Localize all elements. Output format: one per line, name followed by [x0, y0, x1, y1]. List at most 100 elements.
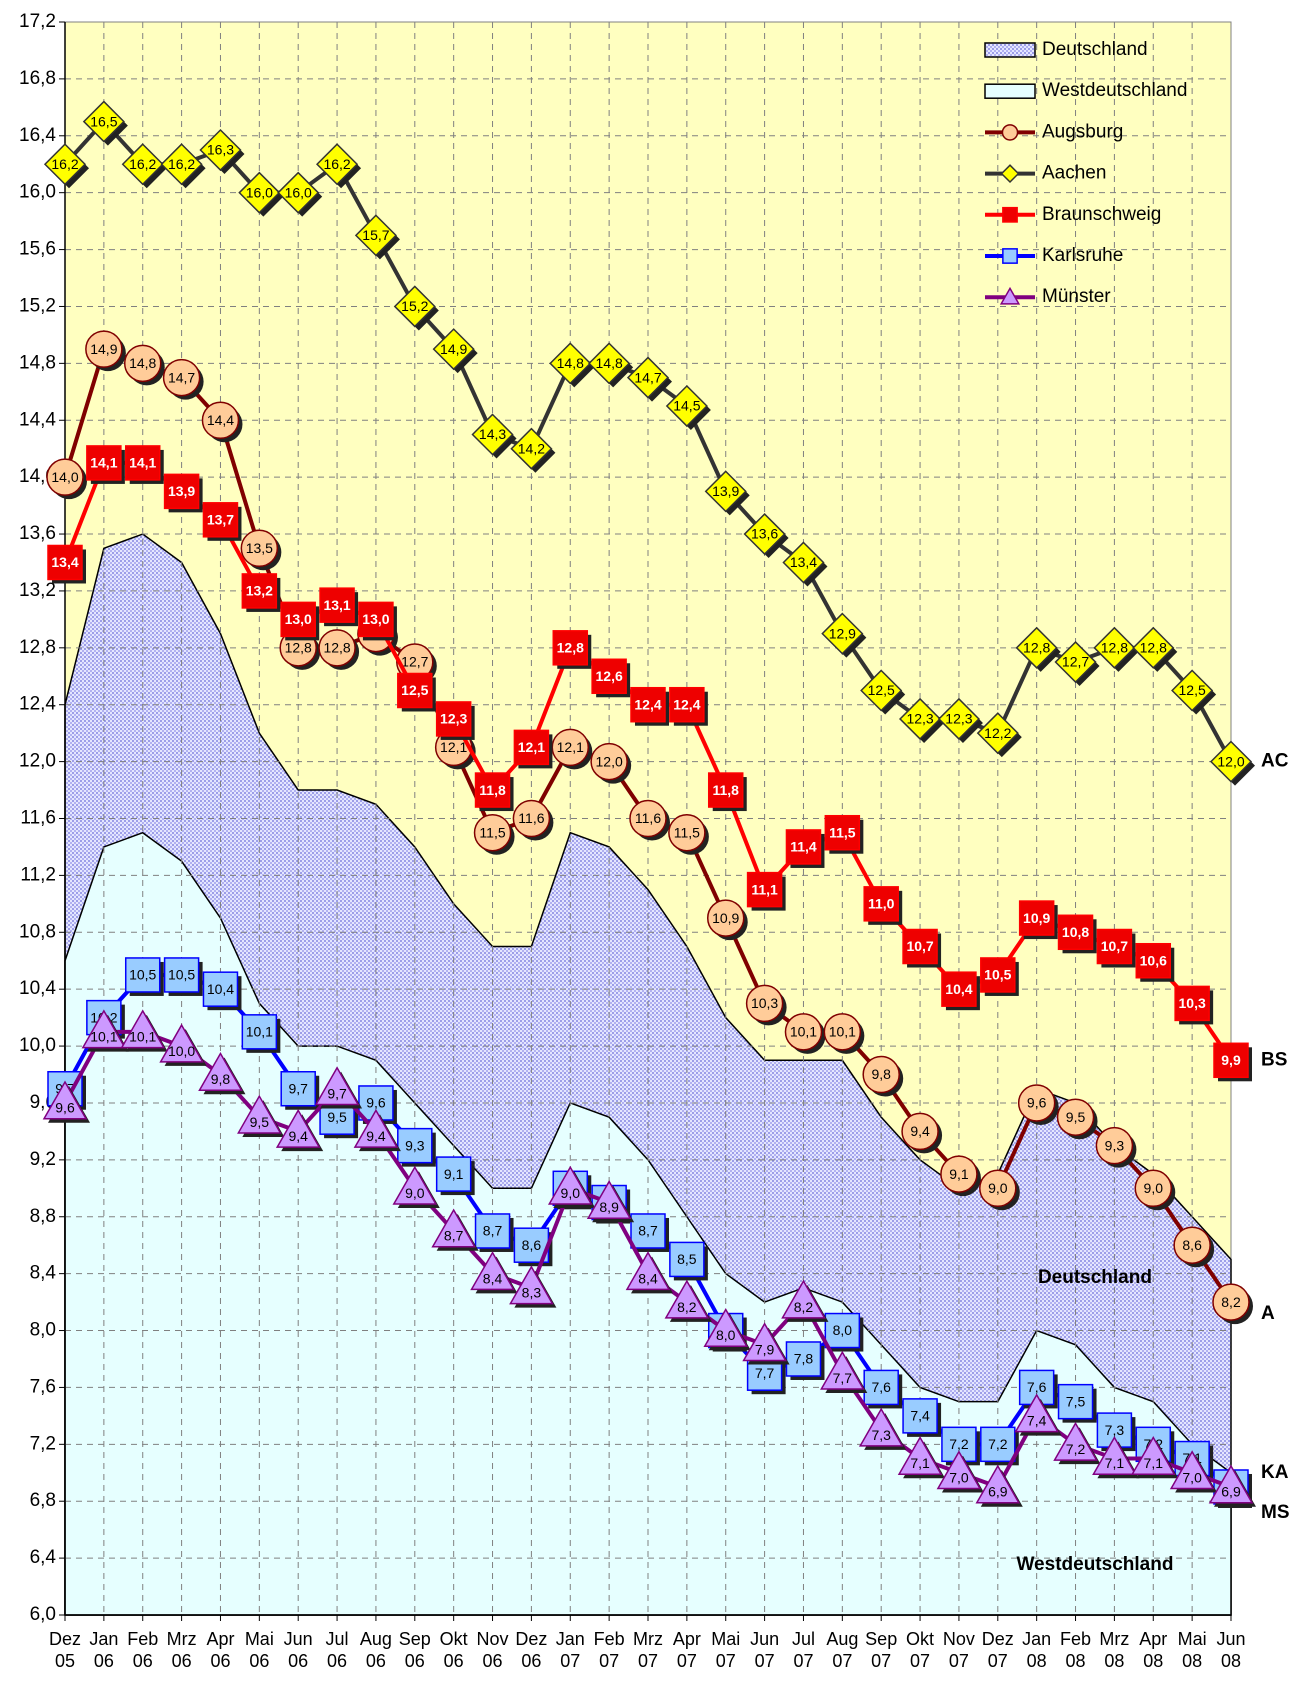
y-tick-label: 8,4: [30, 1263, 57, 1284]
marker: [1095, 1126, 1134, 1165]
marker: [743, 512, 786, 556]
x-tick-label: Mrz 08: [1099, 1629, 1130, 1671]
data-label: 14,9: [440, 341, 467, 357]
data-label: 12,3: [945, 711, 972, 727]
x-tick-label: Jul 06: [325, 1629, 349, 1671]
marker: [393, 285, 436, 328]
data-label: 9,4: [288, 1128, 308, 1144]
data-label: 9,7: [327, 1085, 347, 1101]
data-label: 9,9: [1221, 1052, 1241, 1068]
marker: [976, 712, 1019, 755]
marker: [474, 1213, 511, 1249]
marker: [1212, 1283, 1250, 1321]
data-label: 8,6: [522, 1237, 542, 1253]
data-label: 12,2: [984, 725, 1011, 741]
marker: [746, 871, 783, 908]
data-label: 10,4: [945, 981, 972, 997]
legend-swatch: [984, 83, 1036, 99]
data-label: 9,4: [910, 1123, 930, 1139]
x-tick-label: Jan 07: [555, 1629, 585, 1671]
data-label: 10,5: [168, 967, 195, 983]
marker: [353, 1108, 399, 1148]
x-tick-label: Nov 07: [942, 1629, 975, 1671]
marker: [707, 772, 744, 808]
marker: [199, 128, 242, 172]
marker: [669, 1241, 705, 1278]
x-tick-label: Aug 06: [359, 1629, 392, 1671]
y-tick-label: 16,4: [19, 125, 56, 146]
marker: [47, 544, 83, 581]
data-label: 7,8: [794, 1351, 814, 1367]
y-tick-label: 9,2: [30, 1149, 56, 1170]
data-label: 8,0: [833, 1322, 853, 1338]
marker: [238, 171, 281, 214]
data-label: 13,0: [285, 611, 312, 627]
marker: [745, 984, 784, 1023]
marker: [319, 587, 355, 623]
marker: [665, 384, 708, 428]
data-label: 13,6: [751, 526, 778, 542]
y-tick-label: 15,6: [19, 239, 56, 260]
marker: [858, 1407, 904, 1447]
marker: [237, 1094, 282, 1134]
marker: [124, 957, 161, 993]
marker: [547, 1165, 593, 1205]
marker: [1213, 1042, 1249, 1079]
data-label: 16,0: [246, 184, 273, 200]
data-label: 9,0: [405, 1185, 425, 1201]
data-label: 7,6: [1027, 1379, 1047, 1395]
legend-swatch: [984, 42, 1036, 58]
data-label: 7,4: [1027, 1413, 1047, 1429]
data-label: 8,4: [483, 1270, 503, 1286]
marker: [625, 1251, 671, 1291]
data-label: 12,8: [323, 640, 350, 656]
marker: [43, 143, 87, 186]
marker: [897, 1436, 943, 1476]
end-label: KA: [1261, 1462, 1289, 1483]
marker: [590, 742, 628, 781]
data-label: 12,1: [440, 739, 467, 755]
marker: [123, 344, 162, 383]
marker: [1171, 669, 1214, 712]
marker: [586, 1180, 632, 1220]
y-tick-label: 10,0: [19, 1035, 56, 1056]
marker: [1169, 1450, 1215, 1490]
data-label: 10,3: [751, 995, 778, 1011]
marker: [1015, 626, 1058, 669]
data-label: 9,6: [1027, 1095, 1047, 1111]
data-label: 11,6: [518, 810, 544, 826]
y-tick-label: 6,8: [30, 1490, 56, 1511]
data-label: 12,7: [401, 654, 428, 670]
data-label: 9,1: [444, 1166, 464, 1182]
y-tick-label: 8,0: [30, 1320, 56, 1341]
x-tick-label: Feb 08: [1060, 1629, 1092, 1671]
data-label: 15,7: [362, 227, 389, 243]
marker: [431, 1208, 476, 1248]
marker: [46, 458, 84, 496]
area-label: Westdeutschland: [1016, 1554, 1173, 1575]
data-label: 16,2: [51, 156, 78, 172]
marker: [785, 829, 822, 865]
marker: [821, 612, 864, 655]
y-tick-label: 15,2: [19, 295, 56, 316]
data-label: 7,9: [755, 1341, 775, 1357]
marker: [163, 957, 200, 993]
data-label: 12,7: [1062, 654, 1089, 670]
data-label: 12,0: [596, 753, 623, 769]
data-label: 16,5: [90, 113, 117, 129]
marker: [626, 356, 670, 399]
y-tick-label: 6,4: [30, 1547, 57, 1568]
y-tick-label: 11,6: [20, 808, 56, 829]
data-label: 10,1: [129, 1029, 156, 1045]
marker: [630, 1213, 666, 1249]
marker: [432, 328, 475, 371]
x-tick-label: Mrz 07: [633, 1629, 663, 1671]
data-label: 10,6: [1140, 952, 1167, 968]
marker: [936, 1450, 982, 1490]
marker: [704, 470, 747, 513]
marker: [742, 1322, 787, 1362]
data-label: 16,2: [168, 156, 195, 172]
data-label: 7,3: [1105, 1422, 1125, 1438]
data-label: 16,0: [285, 184, 312, 200]
